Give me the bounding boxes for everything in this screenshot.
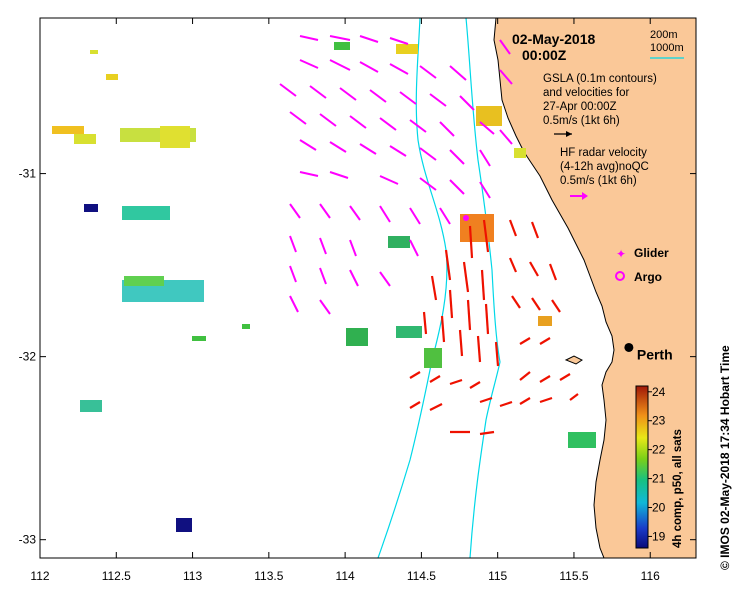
x-tick-label: 112.5 [102, 569, 131, 583]
perth-label: Perth [637, 346, 673, 362]
x-tick-label: 115 [488, 569, 507, 583]
colorbar [635, 385, 649, 549]
colorbar-tick-label: 20 [652, 501, 666, 515]
contour-legend-200m: 200m [650, 29, 678, 41]
gsla-scale-arrow [554, 131, 572, 137]
y-tick-label: -33 [19, 533, 37, 547]
contour-legend-1000m: 1000m [650, 42, 684, 54]
colorbar-label: 4h comp, p50, all sats [672, 429, 684, 548]
y-tick-label: -32 [19, 350, 37, 364]
gsla-note-line4: 0.5m/s (1kt 6h) [543, 115, 620, 127]
plot-frame [39, 17, 697, 559]
hf-note-line3: 0.5m/s (1kt 6h) [560, 175, 637, 187]
perth-marker [624, 342, 634, 352]
hf-note-line2: (4-12h avg)noQC [560, 161, 649, 173]
rottnest-island [564, 355, 583, 365]
hf-radar-vectors [279, 35, 513, 315]
x-tick-label: 116 [641, 569, 660, 583]
gsla-note-line1: GSLA (0.1m contours) [543, 73, 657, 85]
gsla-note-line2: and velocities for [543, 87, 629, 99]
colorbar-tick-label: 19 [652, 529, 666, 543]
hf-note-line1: HF radar velocity [560, 147, 647, 159]
argo-legend-icon [615, 271, 625, 281]
colorbar-tick-label: 24 [652, 385, 666, 399]
x-tick-label: 113.5 [254, 569, 283, 583]
colorbar-tick-label: 23 [652, 414, 666, 428]
x-axis: 112 112.5 113 113.5 114 114.5 115 115.5 116 [30, 18, 660, 583]
x-tick-label: 114 [336, 569, 355, 583]
date-label: 02-May-2018 [512, 31, 595, 47]
y-axis: -31 -32 -33 [19, 167, 696, 547]
colorbar-ticks: 19 20 21 22 23 24 [648, 385, 666, 543]
time-label: 00:00Z [522, 47, 567, 63]
glider-legend-icon: ✦ [616, 247, 626, 261]
colorbar-tick-label: 21 [652, 472, 666, 486]
glider-marker [463, 215, 469, 221]
glider-legend-label: Glider [634, 246, 669, 260]
x-tick-label: 115.5 [559, 569, 588, 583]
radar-current-vectors [409, 219, 579, 436]
x-tick-label: 114.5 [407, 569, 436, 583]
x-tick-label: 113 [183, 569, 202, 583]
contour-200m [465, 18, 501, 558]
credit-text: © IMOS 02-May-2018 17:34 Hobart Time [718, 345, 732, 570]
y-tick-label: -31 [19, 167, 37, 181]
gsla-note-line3: 27-Apr 00:00Z [543, 101, 617, 113]
x-tick-label: 112 [30, 569, 49, 583]
colorbar-tick-label: 22 [652, 443, 666, 457]
argo-legend-label: Argo [634, 270, 662, 284]
hf-scale-arrow [570, 192, 588, 200]
contour-1000m [377, 18, 448, 558]
sst-patches [52, 42, 596, 532]
